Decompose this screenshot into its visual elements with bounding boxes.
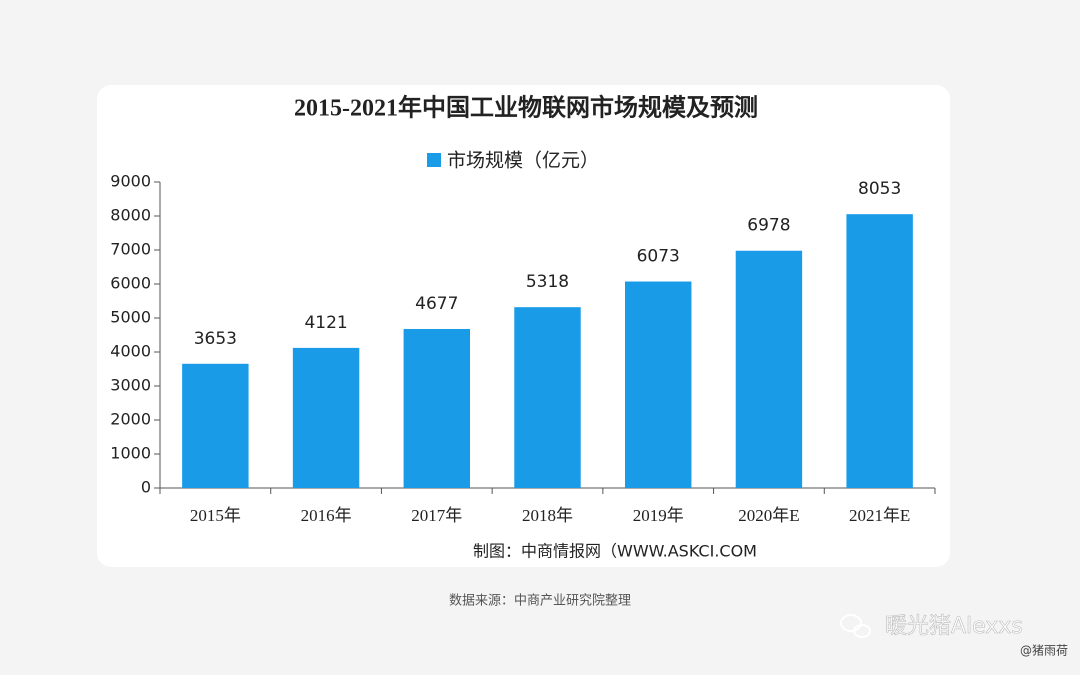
value-label: 4677: [415, 294, 458, 314]
y-tick-label: 3000: [110, 376, 151, 395]
bar: [182, 363, 249, 488]
bar: [846, 214, 913, 488]
x-tick-label: 2015年: [190, 506, 241, 525]
x-tick-label: 2019年: [633, 506, 684, 525]
value-label: 5318: [526, 272, 569, 292]
watermark-account: 暖光猪Alexxs: [885, 614, 1023, 639]
legend-swatch: [427, 153, 441, 167]
x-tick-label: 2018年: [522, 506, 573, 525]
value-label: 8053: [858, 179, 901, 199]
y-tick-label: 0: [141, 478, 151, 497]
source: 数据来源：中商产业研究院整理: [449, 594, 631, 609]
bar: [735, 250, 803, 488]
bar: [514, 307, 581, 488]
x-tick-label: 2016年: [301, 506, 352, 525]
y-tick-label: 7000: [110, 240, 151, 259]
x-tick-label: 2021年E: [849, 506, 910, 525]
wechat-icon: [840, 614, 871, 638]
bar: [292, 347, 360, 488]
y-tick-label: 4000: [110, 342, 151, 361]
value-label: 6073: [637, 247, 680, 267]
chart-title: 2015-2021年中国工业物联网市场规模及预测: [294, 94, 758, 122]
y-tick-label: 1000: [110, 444, 151, 463]
legend-label: 市场规模（亿元）: [447, 150, 599, 172]
y-tick-label: 5000: [110, 308, 151, 327]
value-label: 4121: [304, 313, 347, 333]
watermark-author: @猪雨荷: [1020, 644, 1068, 658]
y-tick-label: 9000: [110, 172, 151, 191]
y-tick-label: 2000: [110, 410, 151, 429]
bar: [403, 328, 470, 488]
value-label: 3653: [194, 329, 237, 349]
y-tick-label: 6000: [110, 274, 151, 293]
y-tick-label: 8000: [110, 206, 151, 225]
x-tick-label: 2020年E: [738, 506, 799, 525]
x-tick-label: 2017年: [411, 506, 462, 525]
value-label: 6978: [747, 216, 790, 236]
credit: 制图：中商情报网（WWW.ASKCI.COM: [473, 542, 757, 561]
bar: [625, 281, 692, 488]
